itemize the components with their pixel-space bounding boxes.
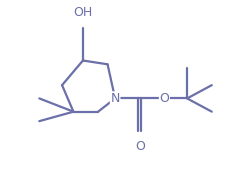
Text: N: N (110, 92, 119, 105)
Text: O: O (159, 92, 169, 105)
Text: O: O (134, 140, 144, 153)
Text: OH: OH (73, 6, 92, 19)
